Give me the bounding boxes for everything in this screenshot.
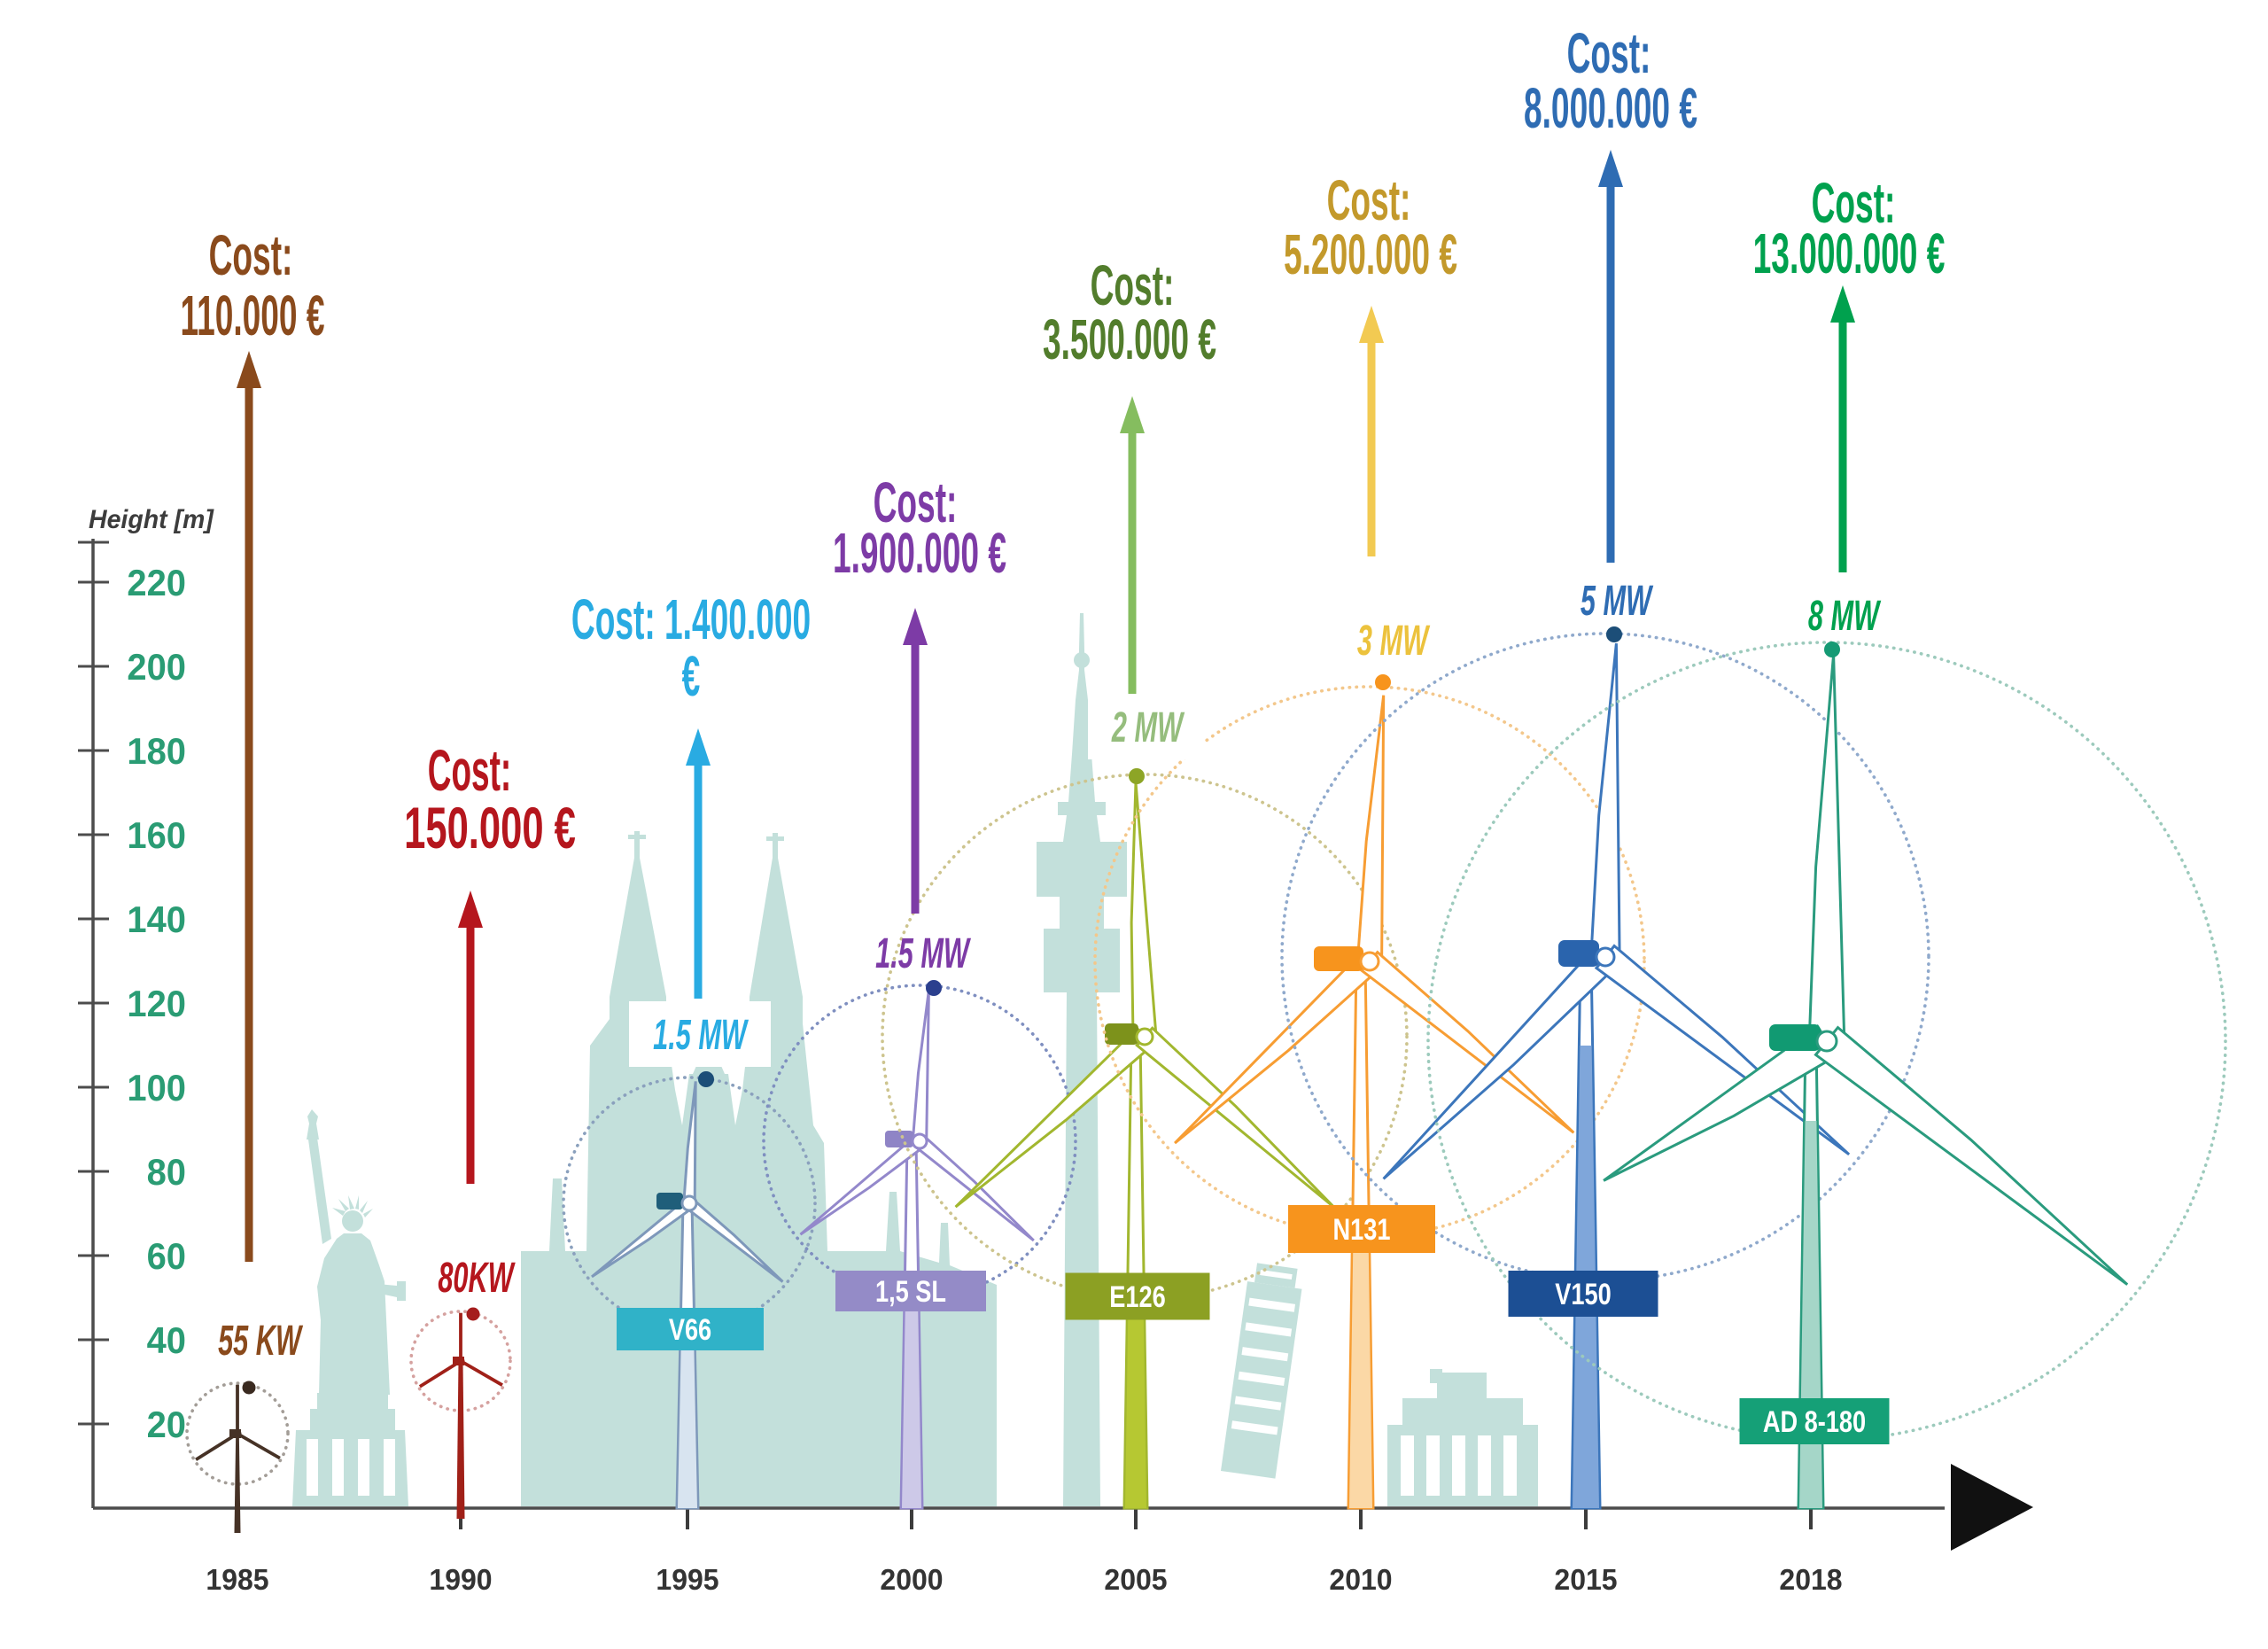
- svg-text:140: 140: [127, 898, 186, 940]
- svg-text:Cost:: Cost:: [874, 472, 958, 535]
- svg-text:2010: 2010: [1329, 1564, 1392, 1597]
- svg-text:3 MW: 3 MW: [1357, 617, 1430, 665]
- svg-text:55 KW: 55 KW: [218, 1317, 303, 1365]
- svg-text:110.000 €: 110.000 €: [180, 285, 324, 348]
- svg-text:Cost:: Cost:: [1567, 23, 1651, 86]
- svg-text:5 MW: 5 MW: [1581, 577, 1653, 625]
- svg-text:2 MW: 2 MW: [1111, 704, 1184, 751]
- svg-text:Cost:: Cost:: [428, 739, 511, 804]
- svg-text:150.000 €: 150.000 €: [404, 795, 576, 860]
- svg-text:20: 20: [147, 1404, 186, 1445]
- svg-text:120: 120: [127, 983, 186, 1024]
- svg-text:€: €: [682, 646, 701, 709]
- svg-text:100: 100: [127, 1067, 186, 1108]
- svg-text:Cost:: Cost:: [1327, 170, 1411, 233]
- svg-text:1.5 MW: 1.5 MW: [875, 930, 971, 977]
- svg-text:Cost: 1.400.000: Cost: 1.400.000: [571, 589, 811, 652]
- svg-text:Height [m]: Height [m]: [89, 505, 214, 534]
- svg-text:8.000.000 €: 8.000.000 €: [1524, 78, 1697, 141]
- svg-text:1995: 1995: [656, 1564, 718, 1597]
- svg-text:Cost:: Cost:: [1812, 173, 1896, 236]
- svg-text:Cost:: Cost:: [1091, 255, 1175, 318]
- svg-text:2018: 2018: [1779, 1564, 1842, 1597]
- svg-text:2000: 2000: [880, 1564, 943, 1597]
- svg-text:8 MW: 8 MW: [1808, 592, 1881, 640]
- svg-text:N131: N131: [1333, 1212, 1391, 1247]
- svg-text:40: 40: [147, 1319, 186, 1361]
- svg-text:V66: V66: [669, 1312, 711, 1347]
- svg-text:2015: 2015: [1554, 1564, 1617, 1597]
- svg-text:AD 8-180: AD 8-180: [1763, 1404, 1866, 1439]
- svg-text:80: 80: [147, 1151, 186, 1193]
- svg-text:Cost:: Cost:: [209, 225, 293, 288]
- svg-text:5.200.000 €: 5.200.000 €: [1284, 224, 1457, 287]
- svg-text:200: 200: [127, 646, 186, 688]
- svg-text:V150: V150: [1555, 1277, 1611, 1311]
- svg-text:220: 220: [127, 562, 186, 603]
- svg-text:1,5 SL: 1,5 SL: [875, 1274, 946, 1309]
- svg-text:3.500.000 €: 3.500.000 €: [1043, 309, 1216, 372]
- svg-text:180: 180: [127, 730, 186, 772]
- svg-text:1990: 1990: [429, 1564, 492, 1597]
- svg-text:13.000.000 €: 13.000.000 €: [1753, 223, 1946, 286]
- svg-text:80KW: 80KW: [438, 1254, 516, 1302]
- svg-text:1.5 MW: 1.5 MW: [653, 1011, 749, 1059]
- svg-text:60: 60: [147, 1235, 186, 1277]
- svg-text:1985: 1985: [206, 1564, 268, 1597]
- svg-text:160: 160: [127, 814, 186, 856]
- svg-text:E126: E126: [1109, 1280, 1165, 1314]
- svg-text:1.900.000 €: 1.900.000 €: [833, 523, 1006, 586]
- svg-text:2005: 2005: [1104, 1564, 1167, 1597]
